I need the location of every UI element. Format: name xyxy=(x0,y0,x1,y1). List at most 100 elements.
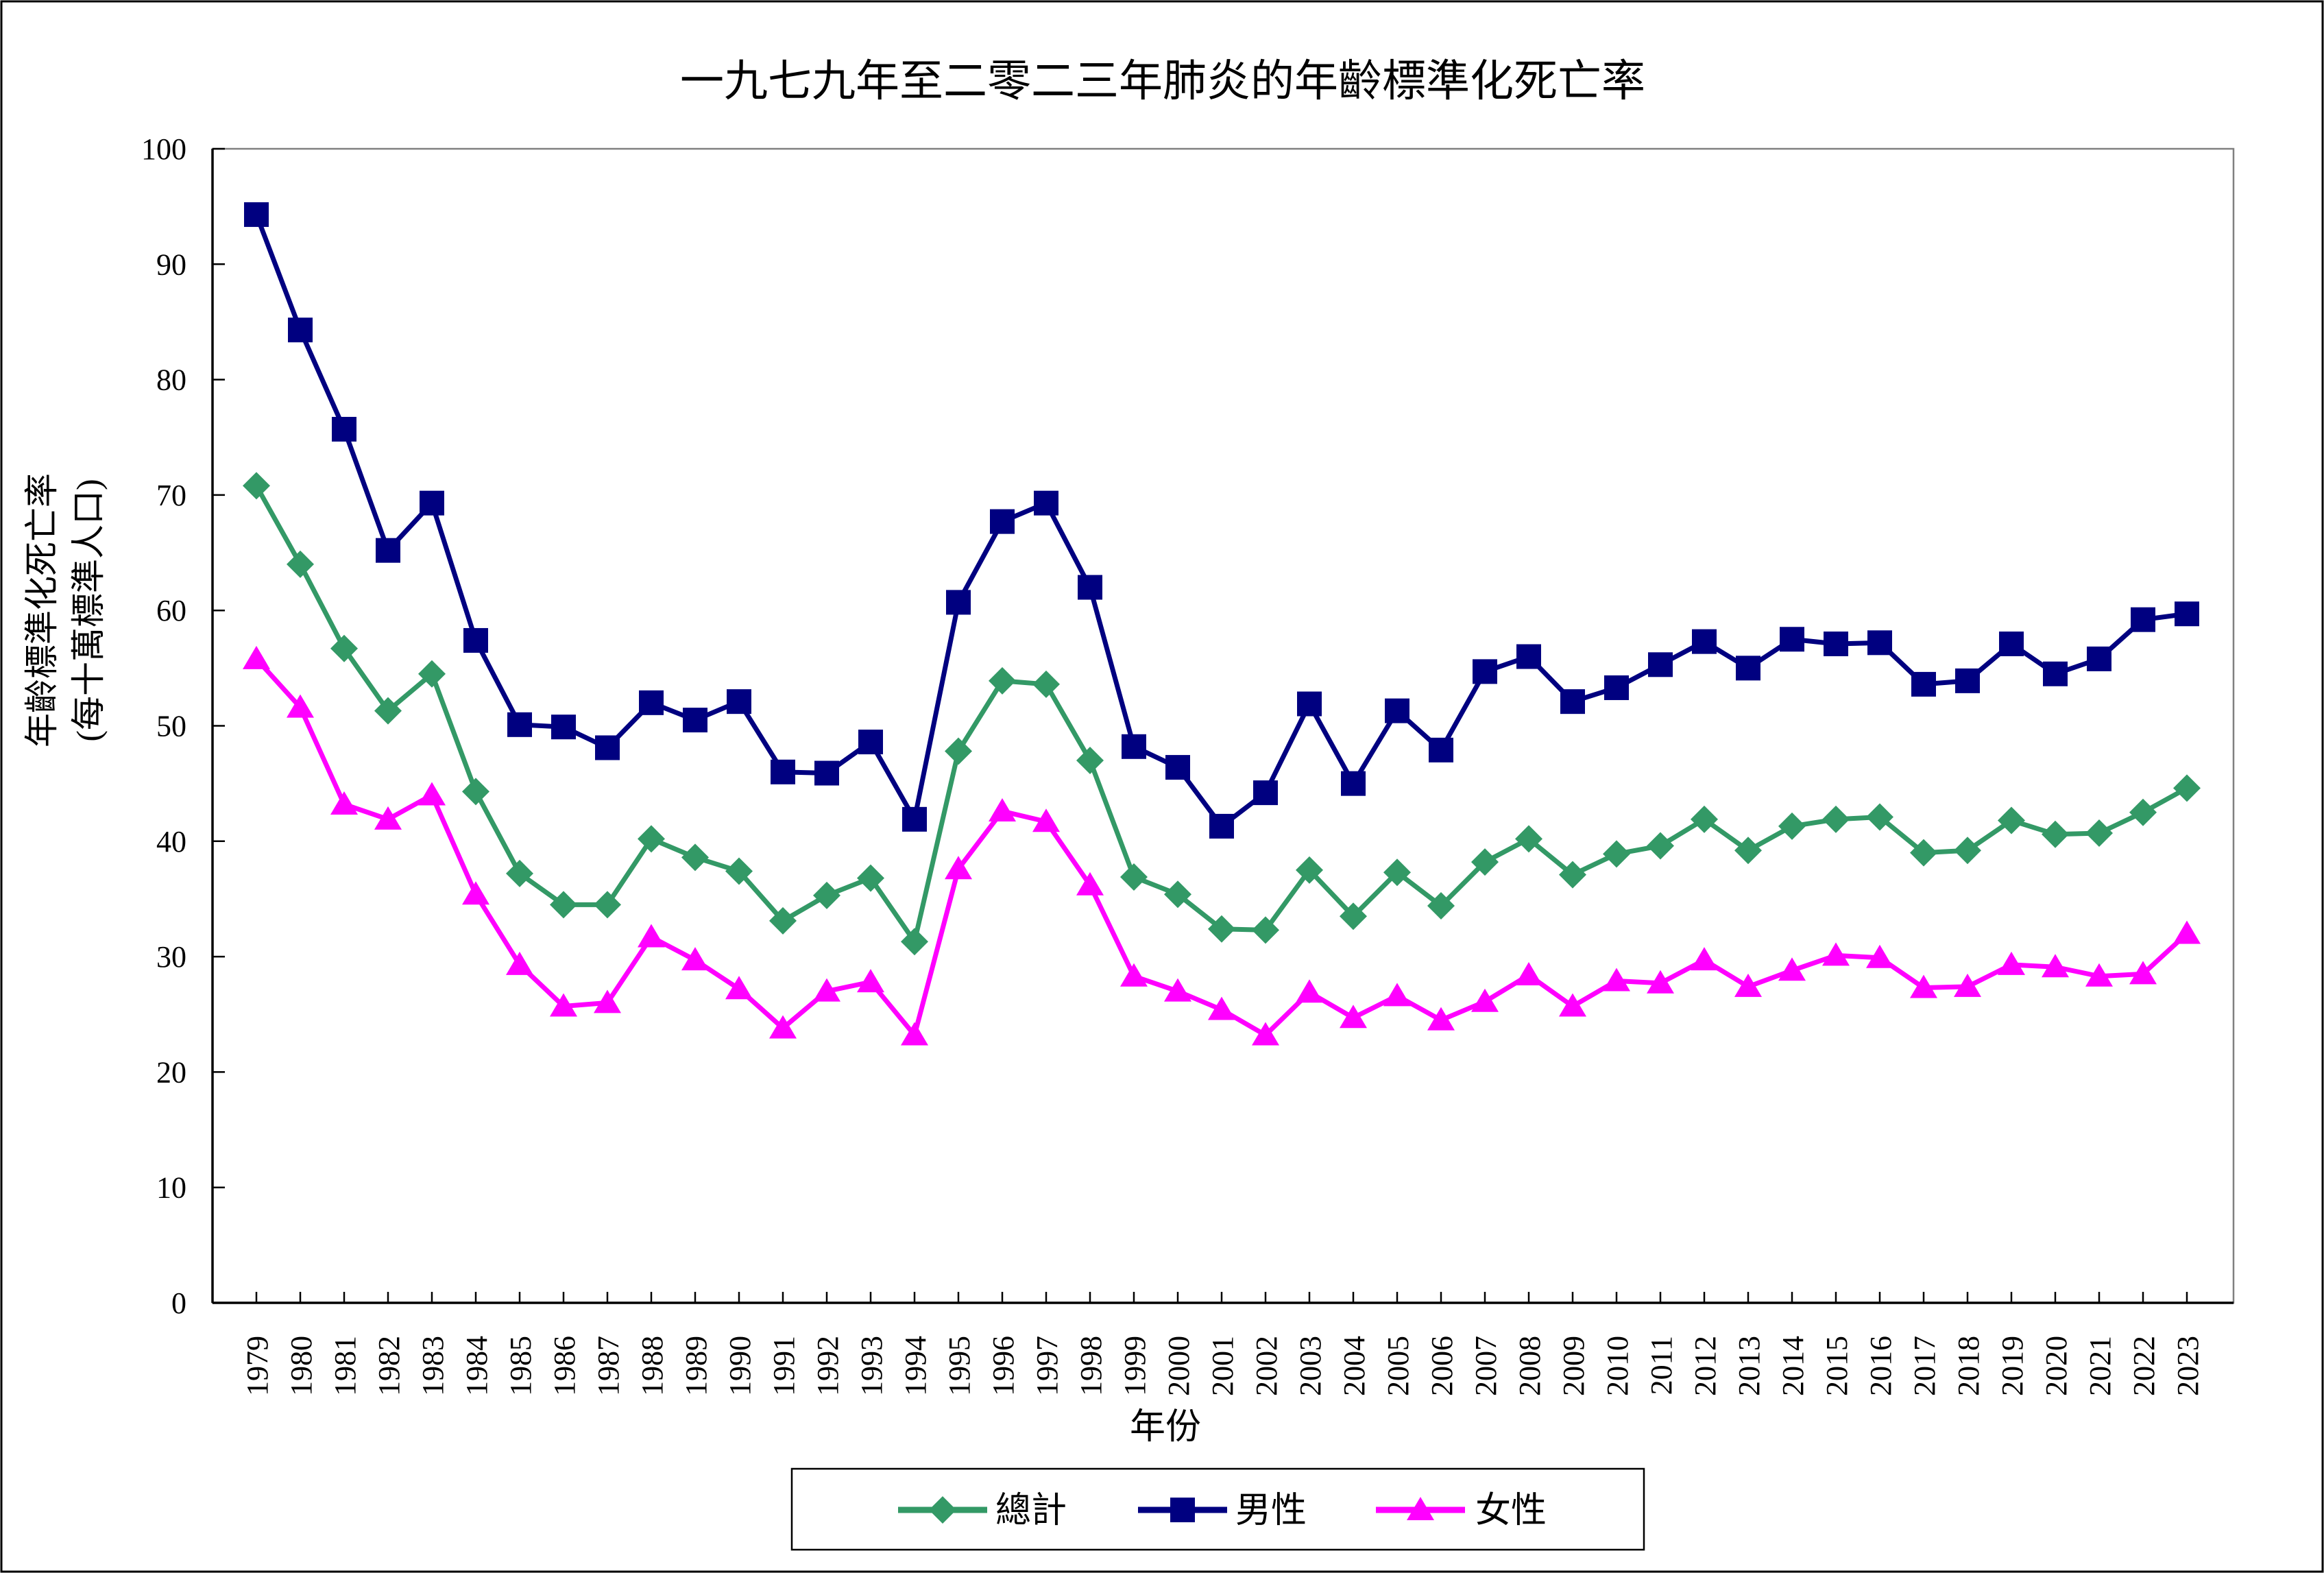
data-point-square xyxy=(2131,607,2155,632)
data-point-diamond xyxy=(1734,837,1762,865)
data-point-triangle xyxy=(1778,957,1806,981)
data-point-diamond xyxy=(462,778,489,806)
chart-title: 一九七九年至二零二三年肺炎的年齡標準化死亡率 xyxy=(680,57,1645,106)
x-tick-label: 1992 xyxy=(811,1336,845,1396)
y-tick-label: 40 xyxy=(156,825,186,858)
data-point-diamond xyxy=(2042,820,2069,848)
data-point-diamond xyxy=(1032,670,1060,698)
data-point-square xyxy=(1341,771,1366,796)
x-tick-label: 1985 xyxy=(504,1336,537,1396)
y-tick-label: 80 xyxy=(156,363,186,397)
data-point-square xyxy=(595,735,620,760)
y-tick-label: 10 xyxy=(156,1171,186,1205)
data-point-square xyxy=(1165,755,1190,780)
x-tick-label: 1981 xyxy=(328,1336,362,1396)
data-point-triangle xyxy=(681,947,709,971)
data-point-triangle xyxy=(287,694,314,718)
data-point-triangle xyxy=(1340,1005,1367,1029)
x-axis-ticks: 1979 1980 1981 1982 1983 1984 1985 1986 1987 1988… xyxy=(241,1292,2205,1396)
x-tick-label: 2013 xyxy=(1732,1336,1766,1396)
data-point-square xyxy=(1692,629,1717,654)
data-point-diamond xyxy=(1164,880,1191,909)
data-point-diamond xyxy=(1822,805,1850,833)
data-point-diamond xyxy=(1778,812,1806,840)
data-point-square xyxy=(1824,632,1848,657)
data-point-triangle xyxy=(2129,961,2157,985)
data-point-triangle xyxy=(1471,988,1499,1012)
data-point-triangle xyxy=(330,791,358,815)
data-point-square xyxy=(1385,698,1409,723)
data-point-triangle xyxy=(1515,962,1542,986)
legend-swatch-male xyxy=(1138,1498,1227,1522)
x-tick-label: 2010 xyxy=(1601,1336,1634,1396)
x-tick-label: 1991 xyxy=(767,1336,801,1396)
y-tick-label: 30 xyxy=(156,940,186,974)
data-point-diamond xyxy=(1340,902,1367,930)
data-point-square xyxy=(1034,490,1058,516)
y-axis-ticks: 0 10 20 30 40 50 60 70 80 90 100 xyxy=(141,132,225,1320)
y-tick-label: 50 xyxy=(156,710,186,743)
x-tick-label: 2000 xyxy=(1162,1336,1196,1396)
data-point-triangle xyxy=(1910,974,1937,998)
data-point-triangle xyxy=(462,881,489,905)
data-point-square xyxy=(1604,675,1629,700)
data-point-square xyxy=(990,509,1015,534)
data-point-diamond xyxy=(550,891,577,919)
x-tick-label: 1997 xyxy=(1030,1336,1064,1396)
data-point-diamond xyxy=(1208,915,1235,943)
data-point-triangle xyxy=(1407,1497,1434,1520)
x-tick-label: 1996 xyxy=(987,1336,1020,1396)
x-tick-label: 1984 xyxy=(460,1336,494,1396)
data-point-diamond xyxy=(1559,861,1586,889)
data-point-triangle xyxy=(1120,963,1148,987)
data-point-square xyxy=(683,708,707,733)
data-point-triangle xyxy=(857,969,884,993)
legend-swatch-female xyxy=(1376,1497,1465,1520)
data-point-triangle xyxy=(374,806,402,830)
data-point-square xyxy=(639,690,664,715)
x-tick-label: 2015 xyxy=(1820,1336,1854,1396)
x-tick-label: 2001 xyxy=(1206,1336,1239,1396)
x-tick-label: 1982 xyxy=(372,1336,406,1396)
y-tick-label: 20 xyxy=(156,1055,186,1089)
data-point-square xyxy=(2087,646,2111,671)
data-point-diamond xyxy=(725,857,753,885)
data-point-diamond xyxy=(1471,848,1499,876)
x-tick-label: 1990 xyxy=(723,1336,757,1396)
data-point-square xyxy=(288,317,313,343)
data-point-square xyxy=(1955,668,1980,693)
data-point-square xyxy=(727,689,751,715)
x-tick-label: 1994 xyxy=(899,1336,932,1396)
legend-label-total: 總計 xyxy=(995,1491,1067,1530)
data-point-triangle xyxy=(725,976,753,1000)
data-point-square xyxy=(814,760,839,786)
x-tick-label: 2005 xyxy=(1381,1336,1415,1396)
data-point-diamond xyxy=(287,550,314,578)
data-point-square xyxy=(1253,780,1278,806)
data-point-diamond xyxy=(1515,825,1542,853)
data-point-square xyxy=(1429,737,1453,763)
series-line xyxy=(254,657,2189,1038)
legend: 總計 男性 女性 xyxy=(790,1467,1645,1551)
x-tick-label: 1983 xyxy=(416,1336,450,1396)
data-point-square xyxy=(1648,652,1673,677)
data-point-square xyxy=(332,416,356,442)
legend-label-female: 女性 xyxy=(1475,1491,1547,1530)
x-tick-label: 2018 xyxy=(1952,1336,1985,1396)
data-point-square xyxy=(1297,691,1322,717)
data-point-diamond xyxy=(857,864,884,892)
data-point-diamond xyxy=(681,843,709,872)
x-tick-label: 2019 xyxy=(1996,1336,2029,1396)
x-tick-label: 2023 xyxy=(2171,1336,2205,1396)
data-point-square xyxy=(1209,813,1234,839)
data-point-diamond xyxy=(945,737,972,765)
data-point-triangle xyxy=(1866,944,1893,968)
data-point-diamond xyxy=(1691,805,1718,833)
x-tick-label: 2017 xyxy=(1908,1336,1941,1396)
data-point-square xyxy=(1780,627,1804,652)
data-point-triangle xyxy=(1822,942,1850,966)
data-point-square xyxy=(2175,601,2199,627)
data-point-diamond xyxy=(1296,856,1323,884)
data-point-triangle xyxy=(1954,973,1981,997)
x-tick-label: 1993 xyxy=(855,1336,888,1396)
